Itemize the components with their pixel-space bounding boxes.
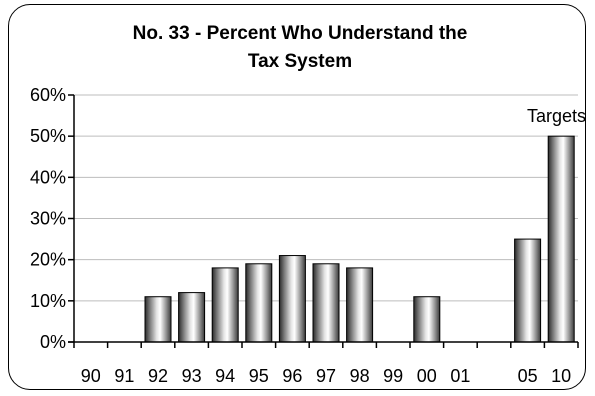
- x-tick-label: 92: [148, 366, 168, 386]
- y-tick-label: 60%: [30, 85, 66, 105]
- bar-98: [346, 267, 374, 343]
- chart-title-line-2: Tax System: [247, 51, 353, 72]
- x-tick-label: 99: [383, 366, 403, 386]
- targets-annotation: Targets: [527, 106, 586, 126]
- x-tick-label: 91: [114, 366, 134, 386]
- bar-94: [211, 267, 239, 343]
- chart-title: No. 33 - Percent Who Understand the Tax …: [60, 20, 540, 76]
- axes: [68, 94, 579, 348]
- bar-05: [514, 238, 542, 343]
- x-tick-label: 05: [518, 366, 538, 386]
- x-tick-label: 98: [350, 366, 370, 386]
- gridlines: [74, 94, 578, 302]
- x-tick-label: 01: [450, 366, 470, 386]
- bar-97: [312, 263, 340, 343]
- y-tick-label: 0%: [40, 332, 66, 352]
- x-tick-label: 97: [316, 366, 336, 386]
- x-tick-label: 93: [182, 366, 202, 386]
- x-tick-label: 94: [215, 366, 235, 386]
- x-tick-label: 90: [81, 366, 101, 386]
- y-tick-label: 30%: [30, 209, 66, 229]
- bar-10: [547, 135, 575, 343]
- y-tick-label: 50%: [30, 126, 66, 146]
- bars: [144, 135, 575, 343]
- bar-93: [178, 292, 206, 343]
- x-tick-label: 96: [282, 366, 302, 386]
- y-tick-label: 40%: [30, 167, 66, 187]
- y-tick-label: 20%: [30, 250, 66, 270]
- y-tick-labels: 0% 10% 20% 30% 40% 50% 60%: [30, 85, 66, 352]
- x-tick-label: 10: [551, 366, 571, 386]
- x-tick-labels: 90 91 92 93 94 95 96 97 98 99 00 01 05 10: [81, 366, 571, 386]
- y-tick-label: 10%: [30, 291, 66, 311]
- x-tick-label: 95: [249, 366, 269, 386]
- bar-96: [278, 255, 306, 343]
- bar-00: [413, 296, 441, 343]
- x-tick-label: 00: [417, 366, 437, 386]
- bar-95: [245, 263, 273, 343]
- chart-title-line-1: No. 33 - Percent Who Understand the: [132, 23, 468, 44]
- bar-92: [144, 296, 172, 343]
